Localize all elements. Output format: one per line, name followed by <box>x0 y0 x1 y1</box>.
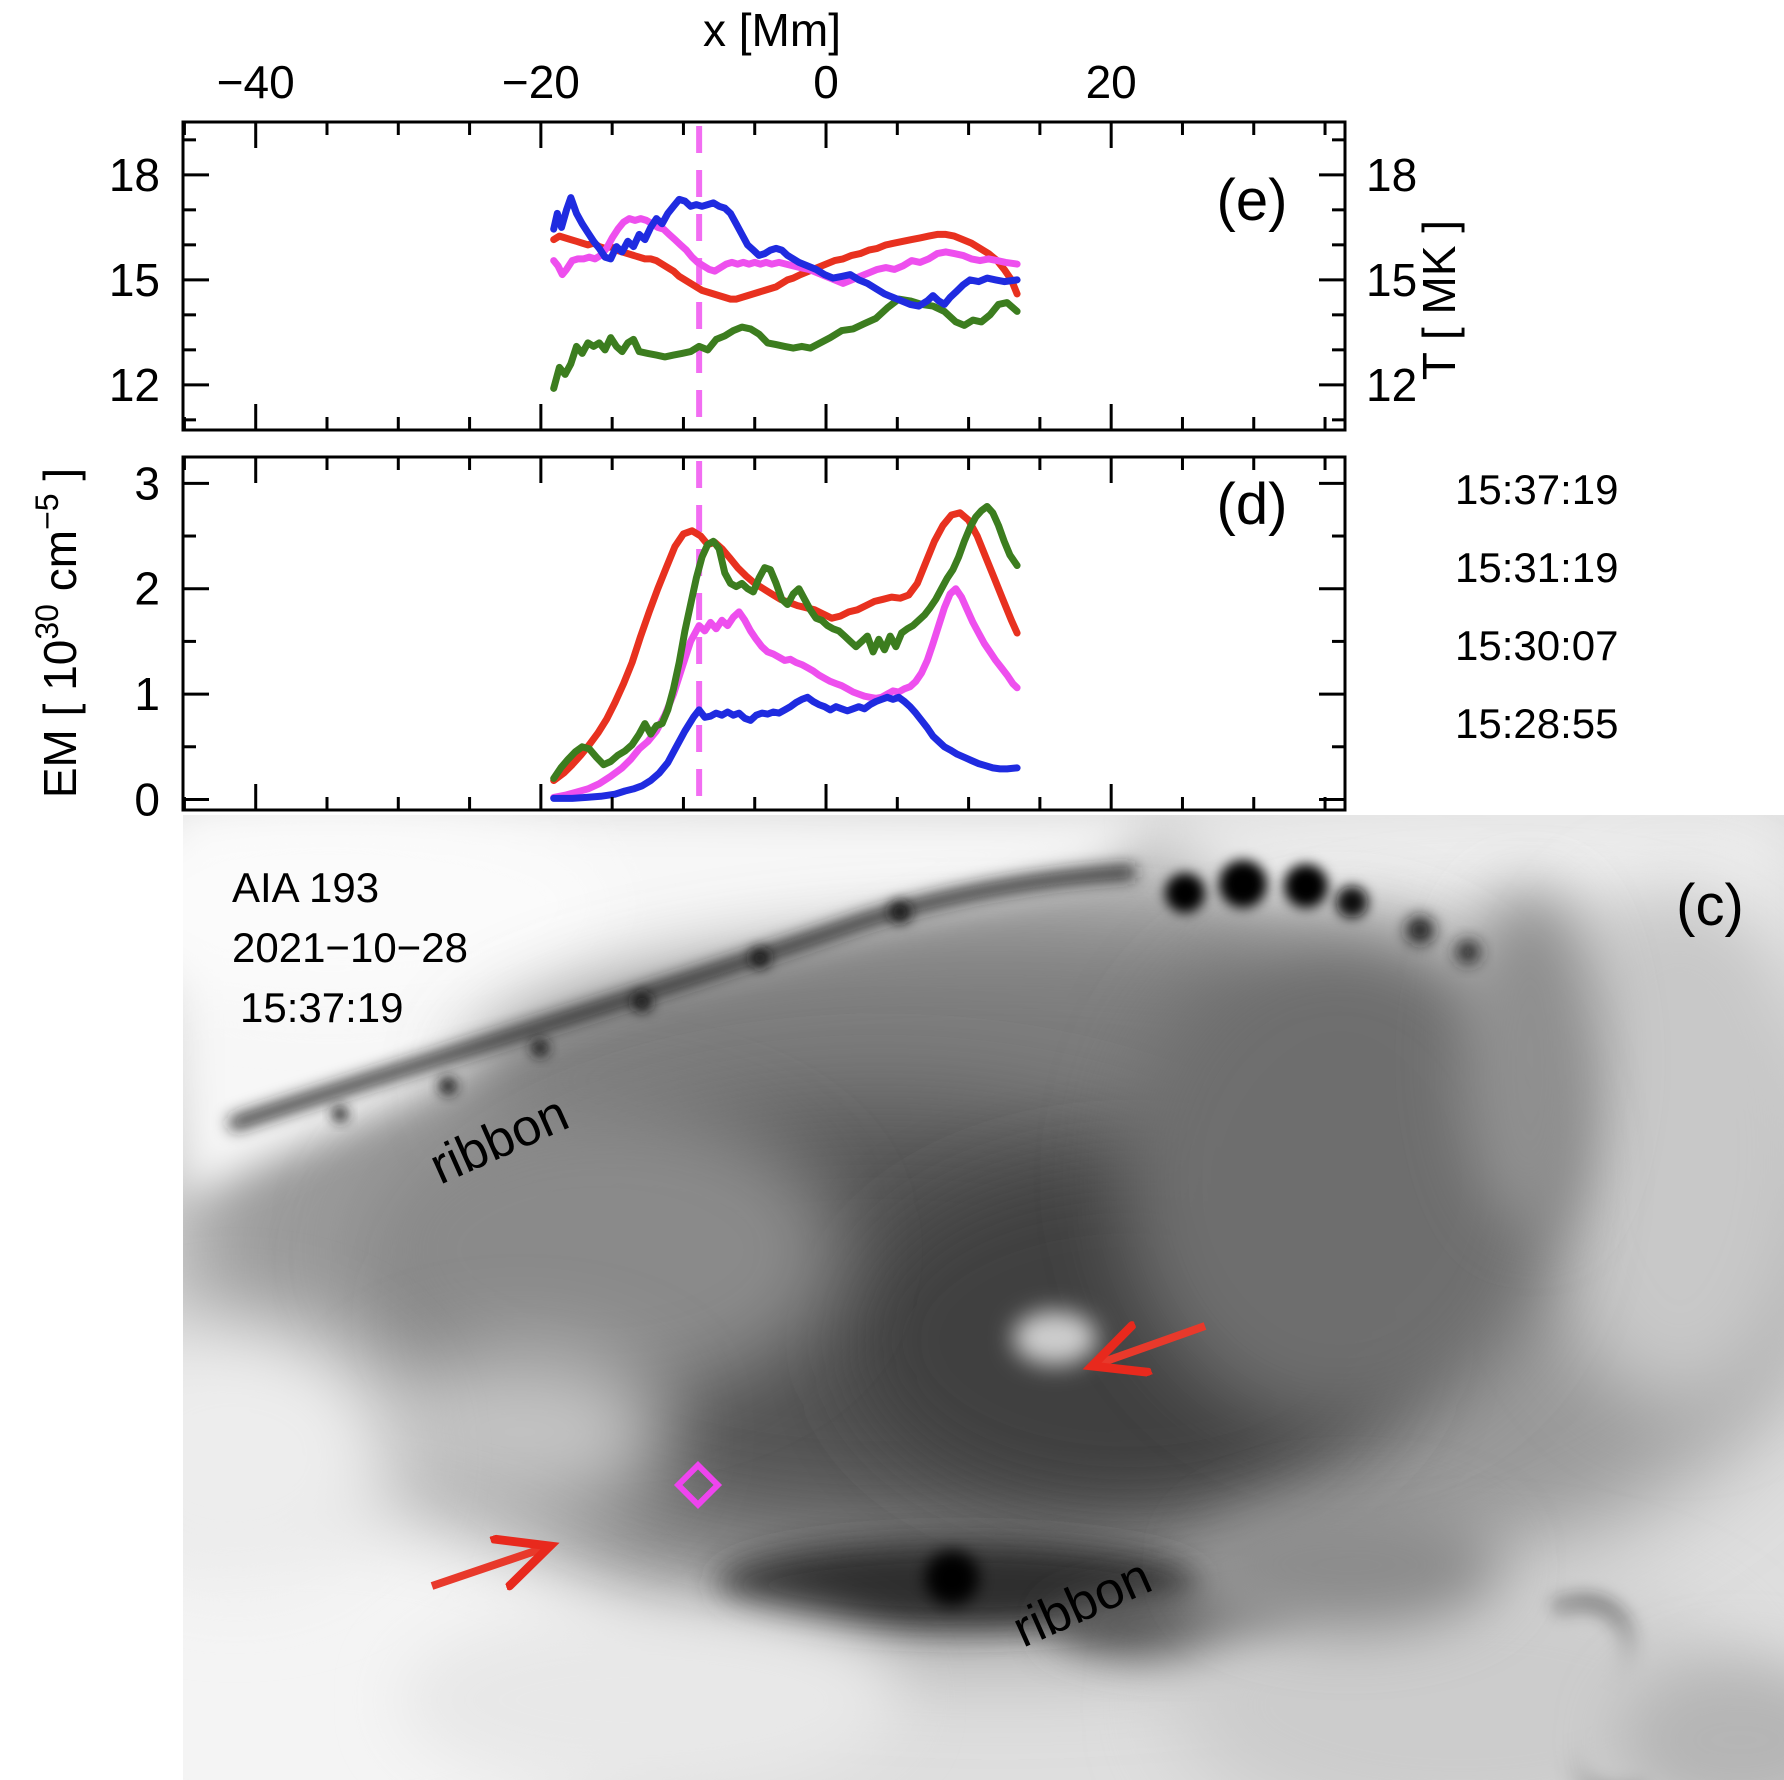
curve-15:28:55 <box>550 194 1021 310</box>
slit-position-diamond-marker <box>673 1460 723 1510</box>
axes-frame <box>181 120 1347 432</box>
flow-arrow-upper <box>1092 1326 1207 1366</box>
y-tick-label: 18 <box>109 149 160 201</box>
curve-15:28:55 <box>550 693 1021 802</box>
legend-time-1537: 15:37:19 <box>1455 466 1619 513</box>
flow-arrow-lower <box>430 1546 550 1586</box>
curve-15:37:19 <box>550 503 1021 782</box>
x-axis-title: x [Mm] <box>703 4 841 56</box>
y-tick-label-right: 15 <box>1366 254 1417 306</box>
y-tick-label: 1 <box>134 668 160 720</box>
curve-15:37:19 <box>550 295 1021 392</box>
aia-193-image <box>183 815 1784 1780</box>
temperature-profile-chart: −40 −20 0 20 12 12 15 15 18 18 <box>109 56 1417 432</box>
em-axis-title: EM [ 1030 cm−5 ] <box>29 468 86 798</box>
x-tick-label: 0 <box>813 56 839 108</box>
y-tick-label: 12 <box>109 359 160 411</box>
panel-d-label: (d) <box>1217 472 1288 537</box>
legend-time-1530: 15:30:07 <box>1455 622 1619 669</box>
aia-instrument-label: AIA 193 <box>232 864 379 911</box>
aia-time-label: 15:37:19 <box>240 984 404 1031</box>
y-tick-label-right: 12 <box>1366 359 1417 411</box>
x-tick-label: −40 <box>217 56 295 108</box>
axes-frame <box>181 455 1347 812</box>
aia-date-label: 2021−10−28 <box>232 924 468 971</box>
y-tick-label: 3 <box>134 457 160 509</box>
x-tick-label: 20 <box>1086 56 1137 108</box>
y-tick-label: 2 <box>134 563 160 615</box>
x-tick-label: −20 <box>502 56 580 108</box>
legend-time-1528: 15:28:55 <box>1455 700 1619 747</box>
y-tick-label: 15 <box>109 254 160 306</box>
panel-c-label: (c) <box>1676 873 1744 938</box>
panel-e-label: (e) <box>1217 168 1288 233</box>
y-tick-label-right: 18 <box>1366 149 1417 201</box>
legend-time-1531: 15:31:19 <box>1455 544 1619 591</box>
time-legend: 15:37:19 15:31:19 15:30:07 15:28:55 <box>1455 466 1619 747</box>
y-tick-label: 0 <box>134 773 160 825</box>
temperature-axis-title: T [ MK ] <box>1413 220 1465 380</box>
curve-15:30:07 <box>550 215 1021 287</box>
emission-measure-profile-chart: 0 1 2 3 <box>134 455 1347 825</box>
